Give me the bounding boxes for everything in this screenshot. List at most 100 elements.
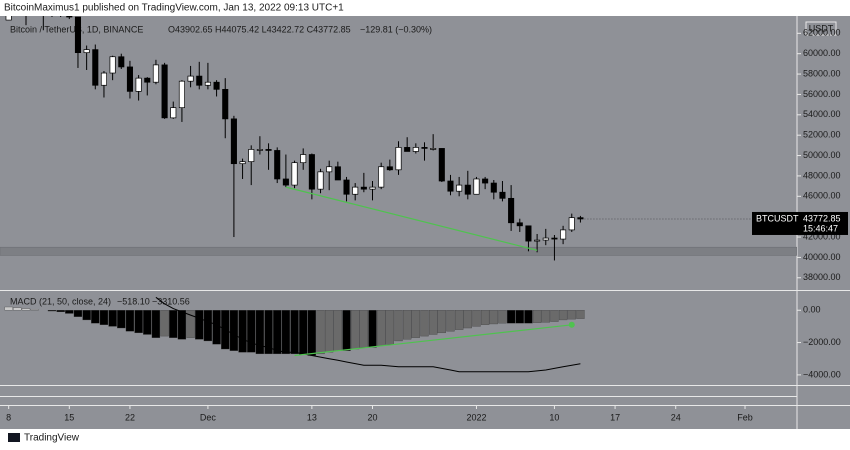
y-tick-label: 56000.00 (803, 89, 841, 99)
candle-body (378, 166, 385, 188)
macd-title: MACD (21, 50, close, 24) (10, 296, 111, 306)
macd-histogram-bar (368, 310, 377, 348)
macd-histogram-bar (212, 310, 221, 345)
macd-histogram-bar (169, 310, 178, 338)
macd-histogram-bar (325, 310, 334, 353)
x-tick-label: 13 (307, 412, 317, 422)
candle-body (178, 80, 185, 109)
macd-histogram-bar (99, 310, 109, 325)
candle-body (135, 77, 142, 92)
candle-body (66, 16, 73, 18)
macd-histogram-bar (463, 310, 472, 329)
macd-histogram-bar (30, 309, 39, 311)
price-pane (0, 16, 797, 261)
y-tick-label: 42000.00 (803, 231, 841, 241)
macd-histogram-bar (47, 310, 57, 312)
candle-body (343, 179, 350, 195)
macd-histogram-bar (576, 310, 585, 319)
macd-histogram-bar (316, 310, 325, 355)
macd-histogram-bar (446, 310, 455, 332)
candle-body (187, 75, 194, 82)
candle-body (161, 64, 168, 119)
macd-histogram-bar (91, 310, 100, 324)
macd-histogram-bar (247, 310, 256, 353)
x-tick-label: 8 (6, 412, 11, 422)
candle-body (152, 64, 159, 83)
candle-body (456, 184, 463, 192)
x-tick-label: 24 (671, 412, 681, 422)
candle-body (447, 180, 454, 192)
macd-histogram-bar (151, 310, 161, 338)
macd-histogram-bar (117, 310, 126, 329)
macd-histogram-bar (13, 307, 22, 311)
ohlc: O43902.65 H44075.42 L43422.72 C43772.85 (168, 24, 351, 34)
y-tick-label: −2000.00 (803, 337, 841, 347)
candle-body (256, 149, 263, 151)
candle-body (464, 184, 471, 195)
y-tick-label: −4000.00 (803, 369, 841, 379)
macd-pane (4, 296, 585, 373)
candle-body (542, 237, 549, 241)
candle-body (404, 147, 411, 152)
candle-body (282, 178, 289, 186)
candle-body (74, 16, 82, 54)
support-zone (0, 246, 797, 256)
macd-histogram-bar (567, 310, 576, 320)
macd-histogram-bar (108, 310, 117, 327)
macd-histogram-bar (299, 310, 308, 355)
macd-histogram-bar (186, 310, 195, 338)
currency: USDT (809, 23, 834, 33)
last-price: 43772.85 (803, 213, 841, 223)
macd-histogram-bar (203, 310, 213, 342)
last-price-box (752, 211, 848, 235)
candle-body (291, 162, 298, 186)
candle-body (438, 148, 445, 182)
macd-histogram-bar (541, 310, 550, 323)
candle-body (239, 161, 246, 165)
macd-histogram-bar (506, 310, 516, 324)
y-tick-label: 50000.00 (803, 150, 841, 160)
ticker: BTCUSDT (756, 213, 799, 223)
candle-body (196, 75, 203, 86)
x-tick-label: 15 (64, 412, 74, 422)
trendline (294, 324, 572, 357)
x-tick-label: 20 (368, 412, 378, 422)
currency-box (805, 21, 837, 36)
candle-body (326, 166, 333, 173)
candle-body (395, 147, 402, 171)
candle-body (490, 182, 497, 193)
brand-name: TradingView (24, 433, 80, 444)
macd-histogram-bar (394, 310, 403, 342)
macd-line (155, 296, 581, 373)
macd-histogram-bar (403, 310, 412, 340)
x-tick-label: 10 (549, 412, 559, 422)
macd-histogram-bar (82, 310, 91, 321)
macd-histogram-bar (550, 310, 559, 322)
candle-body (5, 16, 12, 21)
candle-body (386, 166, 393, 171)
macd-histogram-bar (160, 310, 169, 337)
macd-histogram-bar (558, 310, 568, 321)
x-tick-label: 17 (610, 412, 620, 422)
candle-body (144, 77, 151, 83)
candle-body (482, 178, 489, 184)
macd-histogram-bar (377, 310, 386, 346)
macd-histogram-bar (255, 310, 265, 355)
macd-readout: −3310.56 (152, 296, 190, 306)
candle-body (534, 239, 541, 242)
macd-histogram-bar (177, 310, 187, 340)
macd-histogram-bar (56, 310, 65, 313)
candle-body (274, 150, 281, 180)
candle-body (265, 149, 272, 151)
macd-histogram-bar (73, 310, 83, 317)
y-tick-label: 40000.00 (803, 252, 841, 262)
publisher: BitcoinMaximus1 published on TradingView… (4, 3, 344, 14)
candle-body (369, 186, 376, 190)
y-tick-label: 54000.00 (803, 109, 841, 119)
candle-body (525, 225, 532, 242)
y-tick-label: 0.00 (803, 305, 821, 315)
macd-histogram-bar (385, 310, 394, 345)
candle-body (170, 107, 177, 119)
macd-histogram-bar (437, 310, 446, 334)
brand-icon (8, 433, 20, 442)
